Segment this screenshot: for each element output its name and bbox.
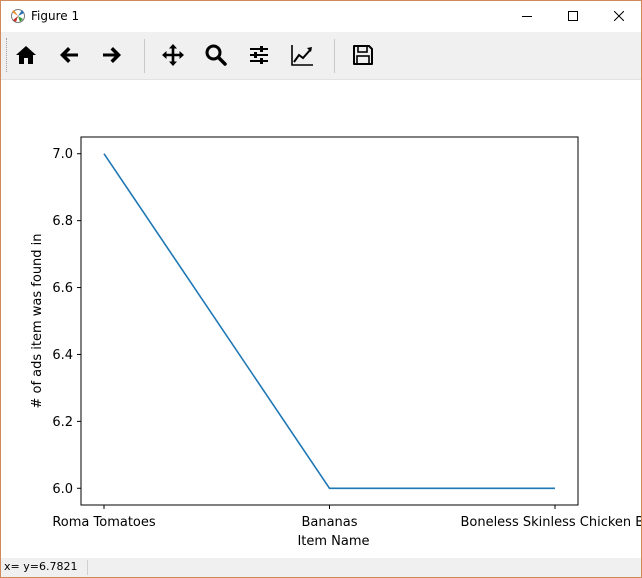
forward-button[interactable] [95, 38, 129, 72]
move-icon [162, 44, 184, 66]
y-tick-label: 6.0 [52, 482, 73, 497]
arrow-left-icon [60, 47, 78, 63]
home-button[interactable] [9, 38, 43, 72]
sliders-icon [250, 46, 268, 64]
status-bar: x= y=6.7821 [1, 558, 641, 577]
figure-canvas[interactable]: 6.0 6.2 6.4 6.6 6.8 7.0 Roma Tomatoes Bananas Bo… [1, 80, 641, 558]
toolbar-separator [334, 39, 335, 73]
magnifier-icon [205, 44, 227, 66]
window-title: Figure 1 [31, 9, 80, 23]
maximize-button[interactable] [550, 1, 596, 31]
y-tick-label: 6.6 [52, 281, 73, 296]
x-tick-label: Boneless Skinless Chicken Br [460, 515, 641, 530]
zoom-button[interactable] [199, 38, 233, 72]
y-tick-label: 6.2 [52, 415, 73, 430]
series-line [103, 153, 555, 490]
y-tick-label: 7.0 [52, 147, 73, 162]
customize-button[interactable] [285, 38, 319, 72]
navigation-toolbar [1, 32, 641, 80]
x-tick-label: Roma Tomatoes [52, 515, 156, 530]
cursor-coordinates: x= y=6.7821 [4, 560, 78, 573]
close-icon [614, 11, 624, 21]
axes-frame [80, 136, 579, 506]
back-button[interactable] [52, 38, 86, 72]
x-axis-label: Item Name [297, 534, 369, 549]
matplotlib-app-icon [10, 8, 26, 24]
save-button[interactable] [346, 38, 380, 72]
home-icon [16, 46, 36, 64]
maximize-icon [568, 11, 578, 21]
floppy-disk-icon [353, 45, 373, 65]
toolbar-separator [144, 39, 145, 73]
minimize-icon [522, 16, 532, 17]
title-bar[interactable]: Figure 1 [1, 1, 641, 31]
subplots-button[interactable] [242, 38, 276, 72]
y-tick-label: 6.4 [52, 348, 73, 363]
pan-button[interactable] [156, 38, 190, 72]
minimize-button[interactable] [504, 1, 550, 31]
toolbar-grip[interactable] [6, 38, 9, 72]
arrow-right-icon [103, 47, 121, 63]
line-chart: 6.0 6.2 6.4 6.6 6.8 7.0 Roma Tomatoes Bananas Bo… [30, 136, 641, 549]
line-chart-icon [291, 45, 313, 66]
close-button[interactable] [596, 1, 641, 31]
y-tick-label: 6.8 [52, 214, 73, 229]
status-divider [87, 560, 88, 575]
y-axis-label: # of ads item was found in [30, 233, 45, 408]
x-tick-label: Bananas [301, 515, 357, 530]
